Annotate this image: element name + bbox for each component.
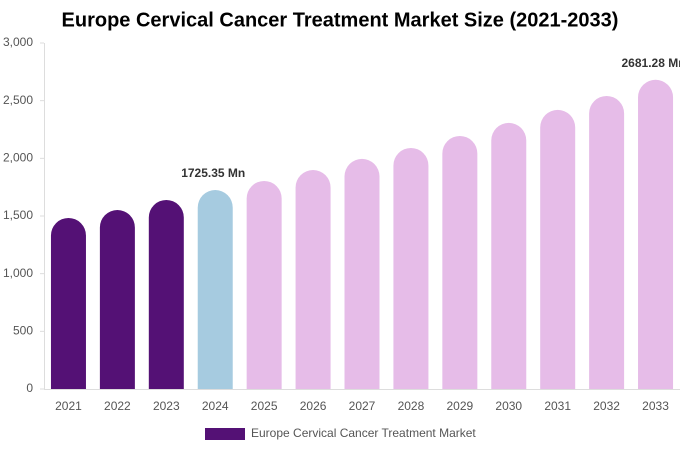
bar [148, 199, 184, 389]
bar [540, 109, 576, 389]
x-tick-label: 2026 [300, 399, 327, 413]
bar [295, 169, 331, 389]
bar [99, 210, 135, 389]
legend-label: Europe Cervical Cancer Treatment Market [251, 426, 476, 440]
bar [589, 95, 625, 390]
y-tick-label: 1,500 [3, 208, 33, 222]
x-tick-label: 2032 [593, 399, 620, 413]
x-tick-label: 2025 [251, 399, 278, 413]
bar [491, 122, 527, 389]
bar [50, 217, 86, 389]
x-tick-label: 2031 [544, 399, 571, 413]
bar [442, 135, 478, 389]
chart-title: Europe Cervical Cancer Treatment Market … [62, 9, 619, 31]
bar [393, 147, 429, 389]
bar [638, 79, 674, 390]
x-tick-label: 2030 [495, 399, 522, 413]
y-tick-label: 3,000 [3, 35, 33, 49]
y-tick-label: 0 [26, 381, 33, 395]
y-tick-label: 1,000 [3, 266, 33, 280]
y-tick-label: 2,000 [3, 151, 33, 165]
x-tick-label: 2024 [202, 399, 229, 413]
x-tick-label: 2022 [104, 399, 131, 413]
value-label: 1725.35 Mn [181, 166, 245, 180]
value-label: 2681.28 Mn [622, 56, 680, 70]
x-tick-label: 2028 [398, 399, 425, 413]
x-tick-label: 2027 [349, 399, 376, 413]
x-tick-label: 2033 [642, 399, 669, 413]
y-tick-label: 500 [13, 324, 33, 338]
x-tick-label: 2023 [153, 399, 180, 413]
x-tick-label: 2029 [446, 399, 473, 413]
y-tick-label: 2,500 [3, 93, 33, 107]
legend-swatch [205, 428, 245, 440]
bar [197, 190, 233, 389]
bar [344, 158, 380, 389]
bar [246, 180, 282, 389]
x-tick-label: 2021 [55, 399, 82, 413]
